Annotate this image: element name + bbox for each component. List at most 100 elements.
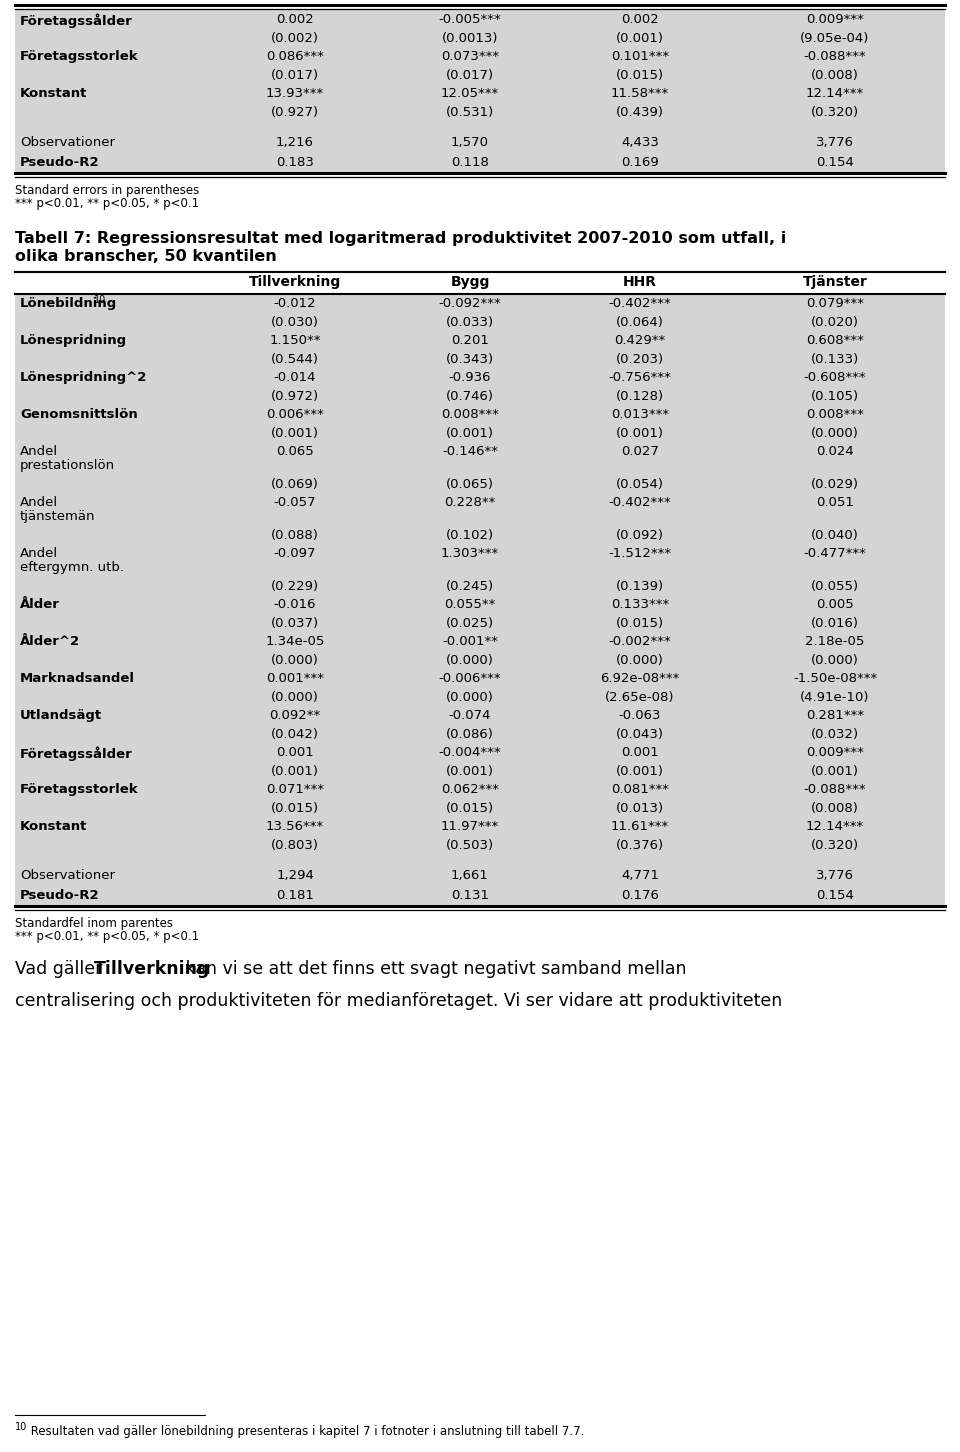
Text: -0.756***: -0.756*** — [609, 372, 671, 383]
Text: -0.402***: -0.402*** — [609, 497, 671, 510]
Text: (0.017): (0.017) — [446, 70, 494, 81]
Text: Resultaten vad gäller lönebildning presenteras i kapitel 7 i fotnoter i anslutni: Resultaten vad gäller lönebildning prese… — [27, 1424, 585, 1437]
Bar — [15, 272, 945, 293]
Text: (0.064): (0.064) — [616, 317, 664, 330]
Text: 0.131: 0.131 — [451, 889, 489, 902]
Text: 0.118: 0.118 — [451, 155, 489, 168]
Bar — [15, 425, 945, 441]
Bar — [15, 10, 945, 30]
Text: 0.002: 0.002 — [276, 13, 314, 26]
Text: 0.002: 0.002 — [621, 13, 659, 26]
Text: (0.043): (0.043) — [616, 727, 664, 741]
Bar — [15, 578, 945, 595]
Text: Andel: Andel — [20, 497, 59, 510]
Text: Tillverkning: Tillverkning — [94, 960, 210, 979]
Text: Observationer: Observationer — [20, 136, 115, 150]
Text: (0.229): (0.229) — [271, 579, 319, 592]
Text: (0.001): (0.001) — [616, 32, 664, 45]
Text: (0.030): (0.030) — [271, 317, 319, 330]
Text: Lönebildning: Lönebildning — [20, 298, 117, 309]
Text: (0.001): (0.001) — [616, 765, 664, 778]
Text: Utlandsägt: Utlandsägt — [20, 709, 102, 722]
Text: Andel: Andel — [20, 444, 59, 457]
Text: 11.61***: 11.61*** — [611, 820, 669, 833]
Text: 13.93***: 13.93*** — [266, 87, 324, 100]
Text: (0.000): (0.000) — [271, 653, 319, 666]
Text: -0.146**: -0.146** — [442, 444, 498, 457]
Text: -0.936: -0.936 — [448, 372, 492, 383]
Text: (0.503): (0.503) — [446, 839, 494, 852]
Text: (0.000): (0.000) — [811, 427, 859, 440]
Bar — [15, 105, 945, 121]
Text: 0.608***: 0.608*** — [806, 334, 864, 347]
Text: (0.001): (0.001) — [811, 765, 859, 778]
Text: (0.092): (0.092) — [616, 529, 664, 542]
Bar — [15, 388, 945, 405]
Text: Pseudo-R2: Pseudo-R2 — [20, 155, 100, 168]
Text: Företagsstorlek: Företagsstorlek — [20, 783, 138, 796]
Bar — [15, 616, 945, 632]
Text: (0.001): (0.001) — [446, 427, 494, 440]
Text: 0.073***: 0.073*** — [441, 49, 499, 62]
Bar — [15, 690, 945, 706]
Text: (0.037): (0.037) — [271, 617, 319, 630]
Bar — [15, 743, 945, 762]
Text: (0.531): (0.531) — [445, 106, 494, 119]
Text: 0.009***: 0.009*** — [806, 746, 864, 759]
Text: -0.477***: -0.477*** — [804, 547, 867, 560]
Bar — [15, 84, 945, 105]
Text: 0.006***: 0.006*** — [266, 408, 324, 421]
Text: (0.016): (0.016) — [811, 617, 859, 630]
Text: (0.025): (0.025) — [446, 617, 494, 630]
Text: olika branscher, 50 kvantilen: olika branscher, 50 kvantilen — [15, 248, 276, 264]
Text: -0.005***: -0.005*** — [439, 13, 501, 26]
Text: -0.002***: -0.002*** — [609, 635, 671, 648]
Text: (9.05e-04): (9.05e-04) — [801, 32, 870, 45]
Text: 11.58***: 11.58*** — [611, 87, 669, 100]
Text: Standard errors in parentheses: Standard errors in parentheses — [15, 184, 200, 197]
Text: -0.014: -0.014 — [274, 372, 316, 383]
Text: (0.040): (0.040) — [811, 529, 859, 542]
Bar — [15, 865, 945, 886]
Text: Tabell 7: Regressionsresultat med logaritmerad produktivitet 2007-2010 som utfal: Tabell 7: Regressionsresultat med logari… — [15, 231, 786, 245]
Text: 0.062***: 0.062*** — [441, 783, 499, 796]
Bar — [15, 494, 945, 527]
Text: Konstant: Konstant — [20, 820, 87, 833]
Text: 12.05***: 12.05*** — [441, 87, 499, 100]
Text: (0.746): (0.746) — [446, 391, 494, 404]
Text: 12.14***: 12.14*** — [805, 87, 864, 100]
Text: 0.027: 0.027 — [621, 444, 659, 457]
Text: (0.015): (0.015) — [616, 70, 664, 81]
Text: 13.56***: 13.56*** — [266, 820, 324, 833]
Text: 0.051: 0.051 — [816, 497, 854, 510]
Text: 0.055**: 0.055** — [444, 598, 495, 611]
Text: 1.150**: 1.150** — [269, 334, 321, 347]
Text: 3,776: 3,776 — [816, 136, 854, 150]
Text: (0.000): (0.000) — [446, 653, 494, 666]
Text: (0.128): (0.128) — [616, 391, 664, 404]
Text: (0.544): (0.544) — [271, 353, 319, 366]
Text: Lönespridning: Lönespridning — [20, 334, 127, 347]
Text: (0.055): (0.055) — [811, 579, 859, 592]
Bar — [15, 706, 945, 726]
Text: (0.033): (0.033) — [446, 317, 494, 330]
Text: (0.020): (0.020) — [811, 317, 859, 330]
Text: *** p<0.01, ** p<0.05, * p<0.1: *** p<0.01, ** p<0.05, * p<0.1 — [15, 197, 199, 211]
Text: 0.169: 0.169 — [621, 155, 659, 168]
Text: Genomsnittslön: Genomsnittslön — [20, 408, 137, 421]
Text: 0.176: 0.176 — [621, 889, 659, 902]
Text: -0.074: -0.074 — [448, 709, 492, 722]
Text: 1,294: 1,294 — [276, 868, 314, 881]
Text: -0.006***: -0.006*** — [439, 672, 501, 685]
Text: (0.320): (0.320) — [811, 106, 859, 119]
Bar — [15, 595, 945, 616]
Text: (0.000): (0.000) — [446, 691, 494, 704]
Text: (0.000): (0.000) — [271, 691, 319, 704]
Text: 4,433: 4,433 — [621, 136, 659, 150]
Text: Konstant: Konstant — [20, 87, 87, 100]
Text: -0.088***: -0.088*** — [804, 783, 866, 796]
Text: (0.102): (0.102) — [446, 529, 494, 542]
Text: centralisering och produktiviteten för medianföretaget. Vi ser vidare att produk: centralisering och produktiviteten för m… — [15, 992, 782, 1011]
Text: 0.154: 0.154 — [816, 155, 854, 168]
Text: Observationer: Observationer — [20, 868, 115, 881]
